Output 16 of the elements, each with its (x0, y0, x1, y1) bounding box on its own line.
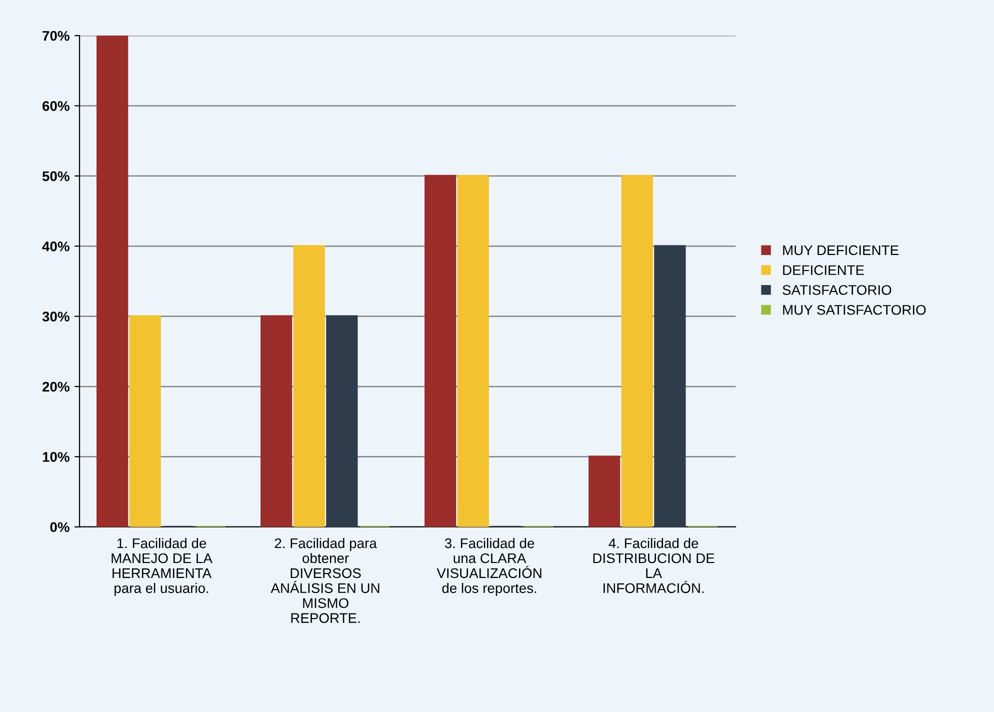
y-tick-label: 10% (42, 452, 70, 462)
x-tick-label: 1. Facilidad de MANEJO DE LA HERRAMIENTA para el usuario. (112, 538, 212, 596)
x-tick-label: 4. Facilidad de DISTRIBUCION DE LA INFORMACIÓN. (593, 538, 714, 594)
legend-label: MUY SATISFACTORIO (783, 304, 926, 315)
y-tick-label: 70% (42, 30, 70, 41)
legend-label: MUY DEFICIENTE (783, 245, 898, 256)
legend-label: SATISFACTORIO (782, 285, 892, 295)
x-tick-label: 3. Facilidad de una CLARA VISUALIZACIÓN de los reportes. (436, 538, 542, 596)
y-tick-label: 50% (42, 171, 70, 182)
legend-label: DEFICIENTE (783, 265, 864, 276)
x-tick-label: 2. Facilidad para obtener DIVERSOS ANÁLISIS EN UN MISMO REPORTE. (270, 538, 380, 623)
y-tick-label: 40% (42, 241, 70, 252)
y-tick-label: 30% (42, 312, 70, 322)
y-tick-label: 60% (42, 101, 70, 111)
y-tick-label: 0% (50, 522, 70, 532)
y-tick-label: 20% (42, 382, 70, 392)
